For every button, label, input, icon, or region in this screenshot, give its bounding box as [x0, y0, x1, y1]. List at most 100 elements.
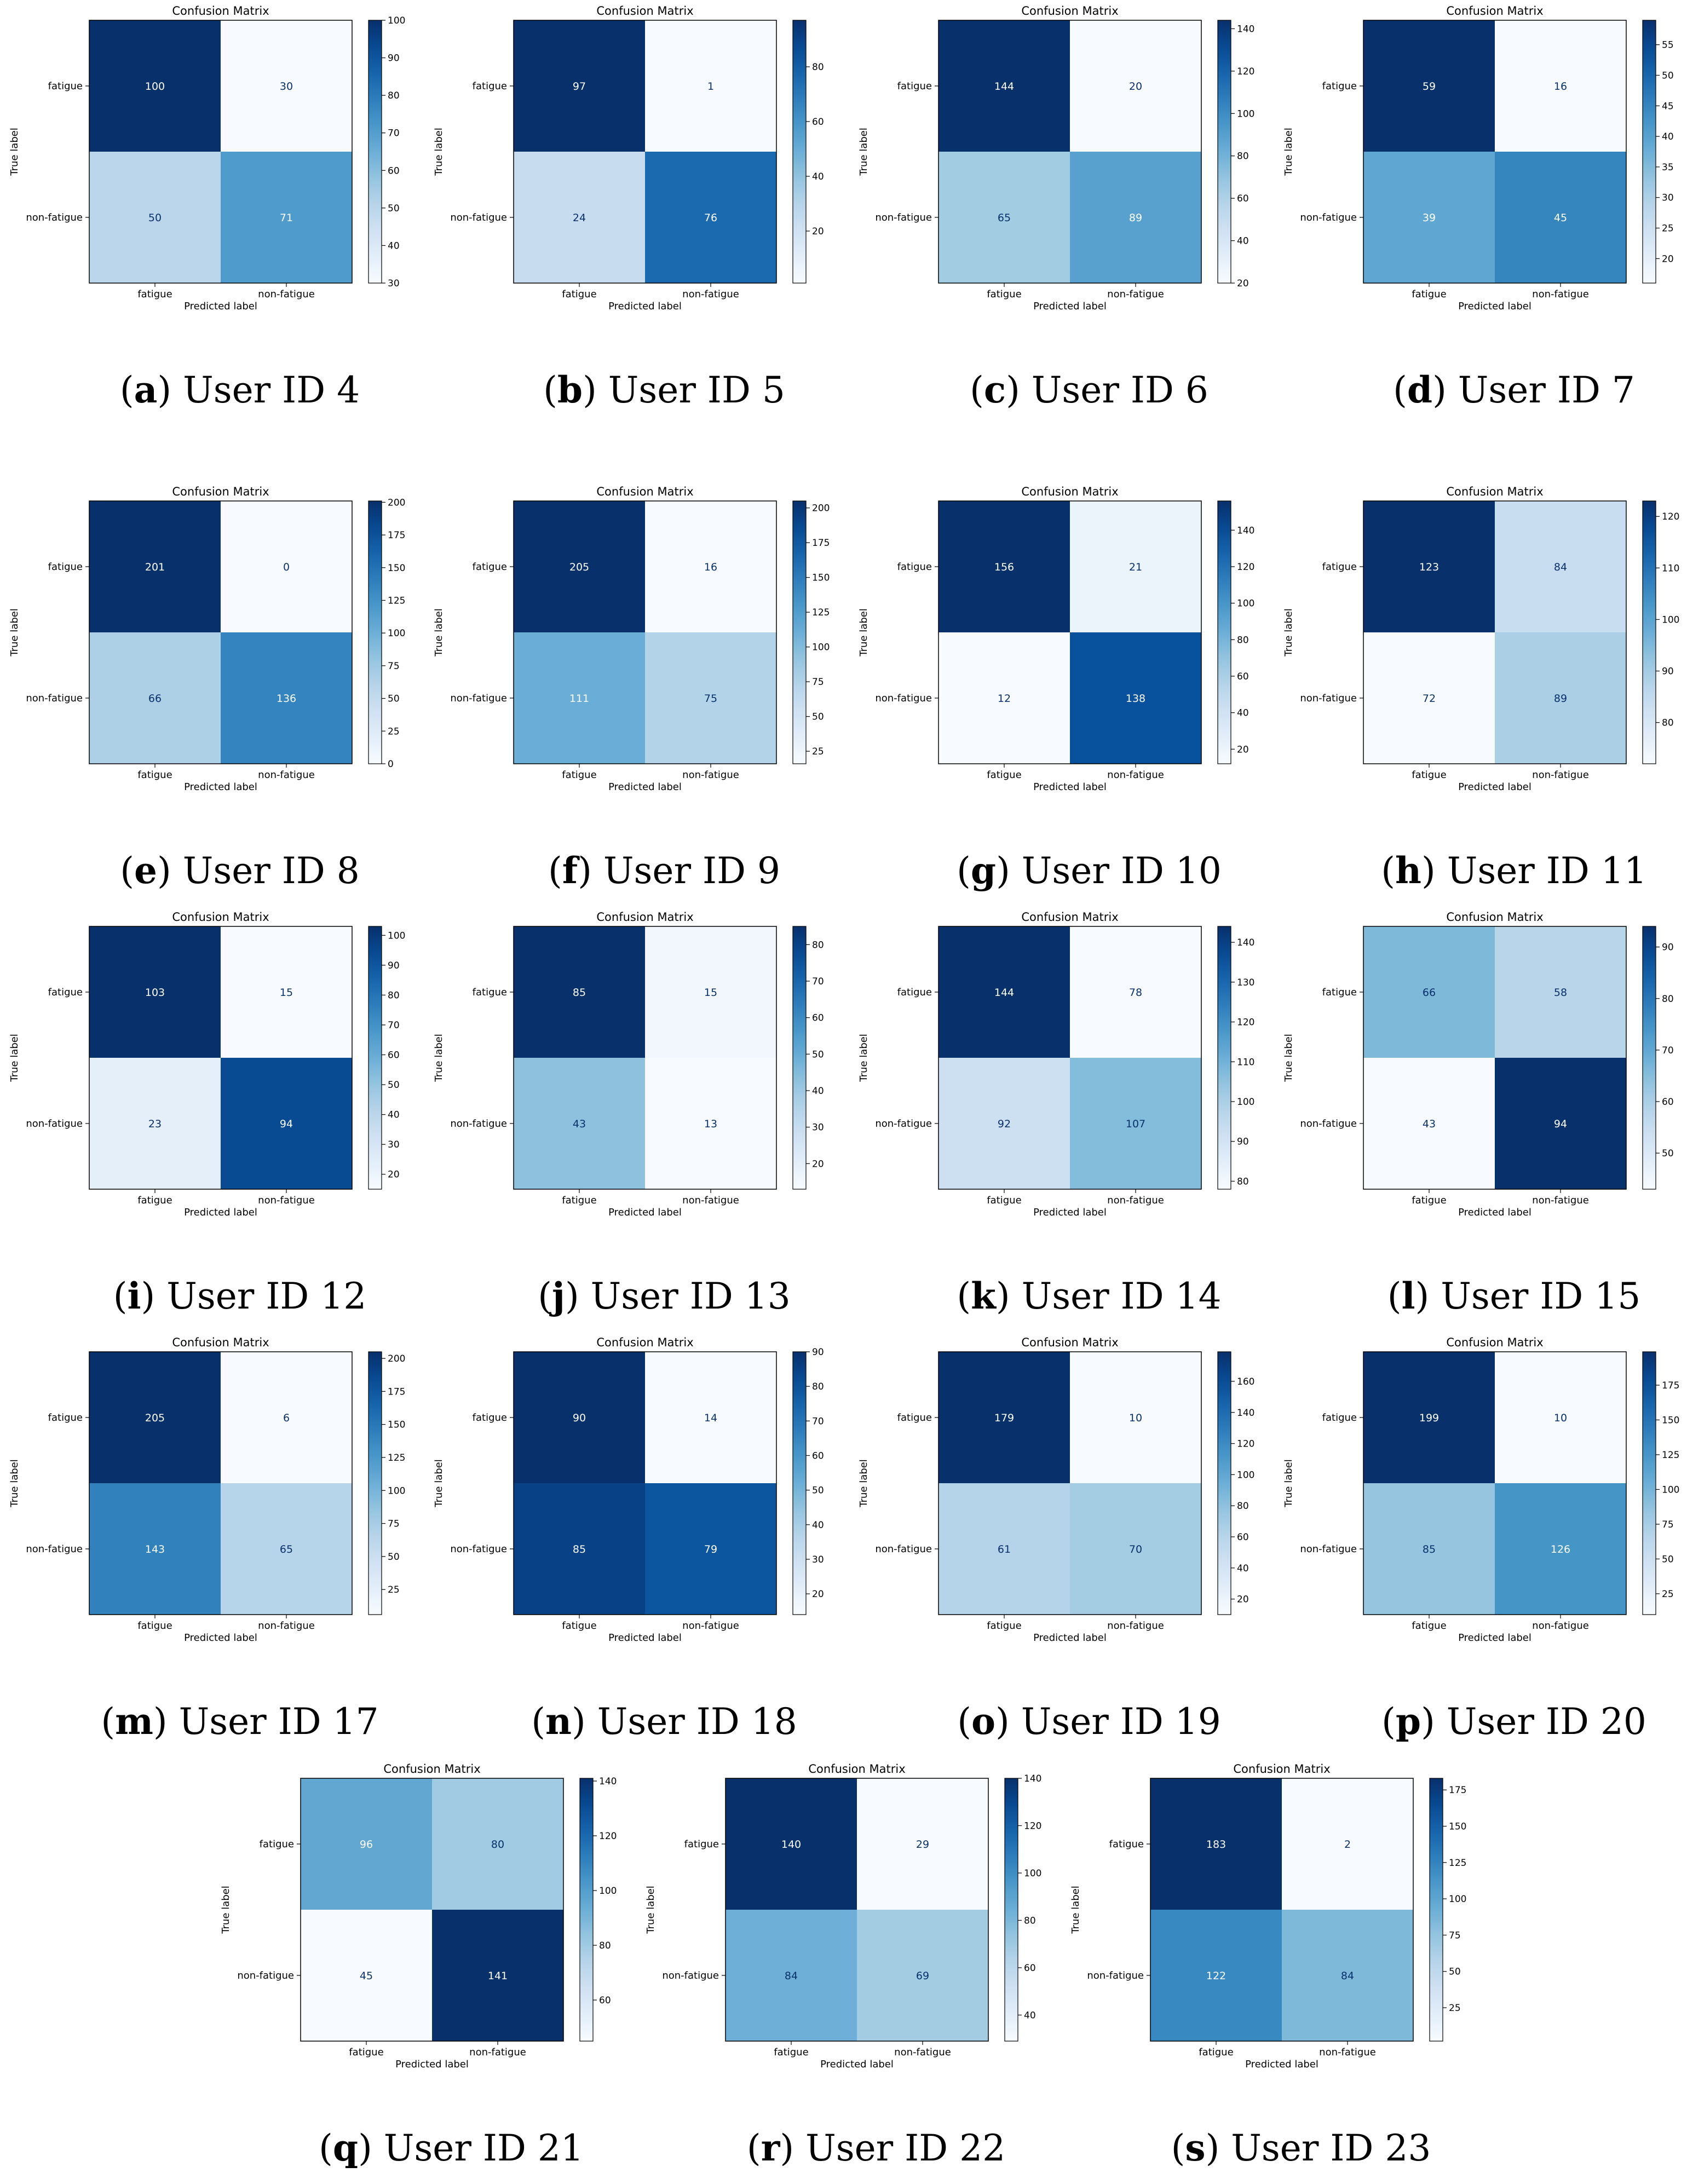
- x-axis-label: Predicted label: [608, 781, 682, 793]
- cell-value-label: 58: [1554, 987, 1567, 999]
- matrix-cell: [221, 1352, 352, 1483]
- matrix-cell: [1282, 1778, 1413, 1910]
- subfigure-caption: (c) User ID 6: [970, 368, 1208, 411]
- colorbar-tick-label: 60: [812, 1450, 824, 1461]
- y-tick-label: fatigue: [48, 561, 83, 573]
- colorbar-tick-label: 45: [1662, 101, 1674, 112]
- cell-value-label: 14: [704, 1412, 717, 1424]
- colorbar-tick-label: 50: [388, 203, 400, 214]
- y-tick-label: fatigue: [48, 987, 83, 998]
- x-tick-label: non-fatigue: [682, 1195, 739, 1206]
- cell-value-label: 92: [998, 1118, 1011, 1130]
- colorbar: [1217, 500, 1231, 764]
- cell-value-label: 84: [785, 1970, 798, 1982]
- cell-value-label: 2: [1344, 1839, 1351, 1851]
- y-tick-label: fatigue: [48, 1412, 83, 1424]
- matrix-cell: [645, 152, 776, 283]
- matrix-cell: [221, 1058, 352, 1189]
- subfigure-caption: (g) User ID 10: [957, 849, 1222, 892]
- colorbar-tick-label: 90: [388, 960, 400, 971]
- colorbar-tick-label: 30: [388, 1139, 400, 1150]
- caption-part: e: [134, 849, 157, 892]
- matrix-title: Confusion Matrix: [1021, 1336, 1118, 1349]
- caption-part: ) User ID 23: [1206, 2127, 1431, 2169]
- colorbar-tick-label: 100: [1237, 1097, 1254, 1108]
- subfigure-caption: (n) User ID 18: [531, 1700, 797, 1743]
- matrix-cell: [221, 1483, 352, 1615]
- colorbar-tick-label: 50: [1662, 1148, 1674, 1159]
- caption-part: (: [1381, 850, 1395, 892]
- subfigure-caption: (r) User ID 22: [747, 2127, 1005, 2169]
- colorbar-tick-label: 40: [388, 240, 400, 251]
- cell-value-label: 20: [1129, 80, 1142, 93]
- colorbar: [792, 926, 807, 1190]
- matrix-title: Confusion Matrix: [172, 4, 269, 18]
- matrix-cell: [514, 926, 645, 1058]
- x-tick-label: non-fatigue: [1532, 1620, 1589, 1632]
- matrix-cell: [1070, 632, 1201, 764]
- colorbar: [1004, 1778, 1018, 2042]
- matrix-cell: [89, 1352, 221, 1483]
- cell-value-label: 85: [1423, 1543, 1436, 1555]
- y-tick-label: non-fatigue: [1300, 1118, 1357, 1130]
- caption-part: ) User ID 8: [157, 850, 360, 892]
- y-axis-label: True label: [858, 1034, 870, 1082]
- colorbar-tick-label: 140: [1237, 24, 1254, 34]
- matrix-cell: [1363, 501, 1495, 632]
- colorbar-tick-label: 75: [812, 677, 824, 688]
- colorbar-tick-label: 125: [388, 1453, 405, 1463]
- colorbar-tick-label: 25: [1662, 223, 1674, 234]
- colorbar-tick-label: 50: [388, 1552, 400, 1563]
- caption-part: (: [1387, 1275, 1402, 1317]
- subfigure-caption: (e) User ID 8: [120, 849, 360, 892]
- matrix-title: Confusion Matrix: [383, 1762, 480, 1776]
- y-axis-label: True label: [858, 128, 870, 176]
- y-tick-label: non-fatigue: [450, 1543, 507, 1555]
- x-tick-label: fatigue: [987, 1195, 1021, 1206]
- caption-part: (: [1381, 1701, 1396, 1743]
- y-tick-label: fatigue: [897, 987, 932, 998]
- confusion-matrix-panel: Confusion Matrix 85 15 43 13 fatigue non-fatig…: [433, 911, 824, 1317]
- y-tick-label: non-fatigue: [450, 1118, 507, 1130]
- y-tick-label: fatigue: [1322, 987, 1357, 998]
- cell-value-label: 39: [1423, 212, 1436, 224]
- matrix-cell: [938, 1058, 1070, 1189]
- matrix-cell: [1495, 501, 1626, 632]
- colorbar: [579, 1778, 594, 2042]
- colorbar-tick-label: 20: [812, 226, 824, 237]
- y-tick-label: non-fatigue: [450, 212, 507, 223]
- confusion-matrix-panel: Confusion Matrix 205 16 111 75 fatigue non-fat…: [433, 485, 830, 892]
- y-tick-label: fatigue: [1322, 561, 1357, 573]
- matrix-title: Confusion Matrix: [1021, 485, 1118, 498]
- caption-part: (: [113, 1275, 128, 1317]
- colorbar: [368, 926, 382, 1190]
- x-tick-label: fatigue: [1412, 1195, 1446, 1206]
- x-axis-label: Predicted label: [1458, 1207, 1531, 1218]
- colorbar-tick-label: 150: [388, 563, 405, 574]
- matrix-cell: [514, 632, 645, 764]
- caption-part: (: [538, 1275, 552, 1317]
- x-tick-label: non-fatigue: [1532, 769, 1589, 781]
- matrix-cell: [645, 20, 776, 152]
- colorbar-tick-label: 80: [599, 1940, 611, 1951]
- matrix-cell: [1363, 20, 1495, 152]
- colorbar-tick-label: 100: [599, 1886, 617, 1897]
- matrix-cell: [1363, 1058, 1495, 1189]
- cell-value-label: 79: [704, 1543, 717, 1555]
- x-axis-label: Predicted label: [1033, 781, 1107, 793]
- colorbar-tick-label: 35: [1662, 162, 1674, 173]
- cell-value-label: 97: [573, 80, 586, 93]
- y-axis-label: True label: [433, 1459, 445, 1508]
- caption-part: ) User ID 4: [157, 369, 360, 411]
- x-tick-label: non-fatigue: [682, 289, 739, 300]
- colorbar-tick-label: 120: [1662, 511, 1679, 522]
- colorbar-tick-label: 110: [1237, 1057, 1254, 1068]
- x-axis-label: Predicted label: [608, 301, 682, 312]
- colorbar-tick-label: 100: [1237, 598, 1254, 609]
- y-tick-label: fatigue: [897, 80, 932, 92]
- colorbar-tick-label: 50: [812, 1049, 824, 1060]
- matrix-cell: [514, 1058, 645, 1189]
- caption-part: j: [549, 1275, 565, 1317]
- colorbar-tick-label: 175: [1449, 1785, 1466, 1796]
- cell-value-label: 59: [1423, 80, 1436, 93]
